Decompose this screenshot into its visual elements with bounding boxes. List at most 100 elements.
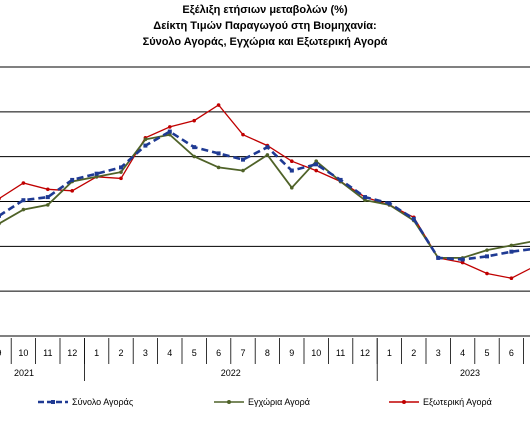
legend-item: Σύνολο Αγοράς — [38, 397, 134, 407]
data-point — [192, 154, 196, 159]
data-point — [216, 103, 221, 107]
data-point — [314, 162, 319, 167]
data-point — [45, 195, 50, 200]
grid — [0, 66, 530, 337]
x-axis: 9101112123456789101112123456720212022202… — [0, 338, 524, 381]
data-point — [216, 151, 221, 156]
data-point — [70, 189, 74, 193]
legend: Σύνολο Αγοράς Εγχώρια Αγορά Εξωτερική Αγορ… — [38, 397, 492, 407]
x-tick-label: 4 — [167, 348, 172, 358]
legend-label: Εγχώρια Αγορά — [248, 397, 310, 407]
x-tick-label: 11 — [43, 348, 52, 358]
legend-marker — [51, 400, 55, 404]
series-line — [0, 133, 530, 259]
x-tick-label: 7 — [240, 348, 245, 358]
x-tick-label: 10 — [311, 348, 321, 358]
data-point — [314, 168, 319, 173]
data-point — [509, 243, 514, 248]
data-point — [143, 137, 148, 142]
data-point — [241, 168, 245, 173]
data-point — [119, 170, 123, 174]
series-2 — [0, 103, 530, 281]
data-point — [0, 213, 1, 218]
data-point — [21, 207, 26, 212]
x-tick-label: 6 — [509, 348, 514, 358]
legend-label: Εξωτερική Αγορά — [423, 397, 492, 407]
series-1 — [0, 132, 530, 260]
x-tick-label: 1 — [94, 348, 99, 358]
data-point — [485, 248, 489, 252]
data-point — [314, 159, 319, 163]
x-tick-label: 12 — [67, 348, 77, 358]
x-tick-label: 3 — [436, 348, 441, 358]
year-label: 2023 — [460, 368, 480, 378]
data-point — [0, 222, 1, 226]
x-tick-label: 5 — [192, 348, 197, 358]
series-line — [0, 130, 530, 261]
x-tick-label: 9 — [0, 348, 2, 358]
x-tick-label: 2 — [411, 348, 416, 358]
x-tick-label: 5 — [484, 348, 489, 358]
data-point — [436, 255, 441, 260]
x-tick-label: 10 — [18, 348, 28, 358]
data-point — [485, 271, 489, 276]
data-point — [265, 145, 270, 150]
data-point — [94, 175, 99, 179]
data-point — [94, 171, 99, 176]
data-point — [460, 260, 465, 265]
data-point — [338, 177, 343, 182]
data-point — [119, 176, 123, 181]
x-tick-label: 2 — [118, 348, 123, 358]
chart-title-line-3: Σύνολο Αγοράς, Εγχώρια και Εξωτερική Αγο… — [143, 36, 388, 48]
chart-title: Εξέλιξη ετήσιων μεταβολών (%) Δείκτη Τιμ… — [143, 4, 388, 48]
data-point — [411, 216, 416, 221]
legend-marker — [402, 400, 406, 404]
x-tick-label: 6 — [216, 348, 221, 358]
data-point — [46, 203, 50, 207]
data-point — [192, 145, 197, 150]
year-label: 2021 — [14, 368, 34, 378]
data-point — [509, 276, 514, 281]
x-tick-label: 11 — [336, 348, 345, 358]
year-label: 2022 — [221, 368, 241, 378]
x-tick-label: 12 — [360, 348, 370, 358]
data-point — [485, 254, 489, 259]
data-point — [143, 143, 148, 148]
x-tick-label: 3 — [143, 348, 148, 358]
data-point — [290, 185, 294, 190]
data-point — [265, 153, 270, 157]
x-tick-label: 8 — [265, 348, 270, 358]
data-point — [289, 168, 294, 173]
data-point — [290, 159, 294, 163]
data-point — [119, 165, 123, 170]
x-tick-label: 9 — [289, 348, 294, 358]
data-point — [509, 249, 514, 254]
series-line — [0, 104, 530, 279]
data-point — [241, 157, 245, 162]
chart-title-line-2: Δείκτη Τιμών Παραγωγού στη Βιομηχανία: — [153, 20, 376, 32]
data-point — [387, 201, 392, 206]
legend-item: Εξωτερική Αγορά — [389, 397, 492, 407]
legend-item: Εγχώρια Αγορά — [214, 397, 310, 407]
legend-label: Σύνολο Αγοράς — [72, 397, 134, 407]
data-point — [167, 129, 172, 134]
x-tick-label: 4 — [460, 348, 465, 358]
data-point — [21, 198, 26, 203]
data-point — [21, 181, 26, 185]
data-point — [241, 132, 245, 137]
x-tick-label: 1 — [387, 348, 392, 358]
data-point — [192, 118, 196, 123]
data-point — [0, 197, 1, 201]
data-point — [216, 165, 221, 170]
series-0 — [0, 129, 530, 262]
data-point — [168, 125, 172, 129]
legend-marker — [227, 400, 231, 404]
chart-title-line-1: Εξέλιξη ετήσιων μεταβολών (%) — [182, 4, 348, 16]
data-point — [363, 198, 367, 202]
data-point — [460, 257, 465, 262]
data-point — [168, 132, 172, 137]
series-layer — [0, 103, 530, 281]
data-point — [70, 177, 75, 182]
data-point — [46, 187, 50, 192]
